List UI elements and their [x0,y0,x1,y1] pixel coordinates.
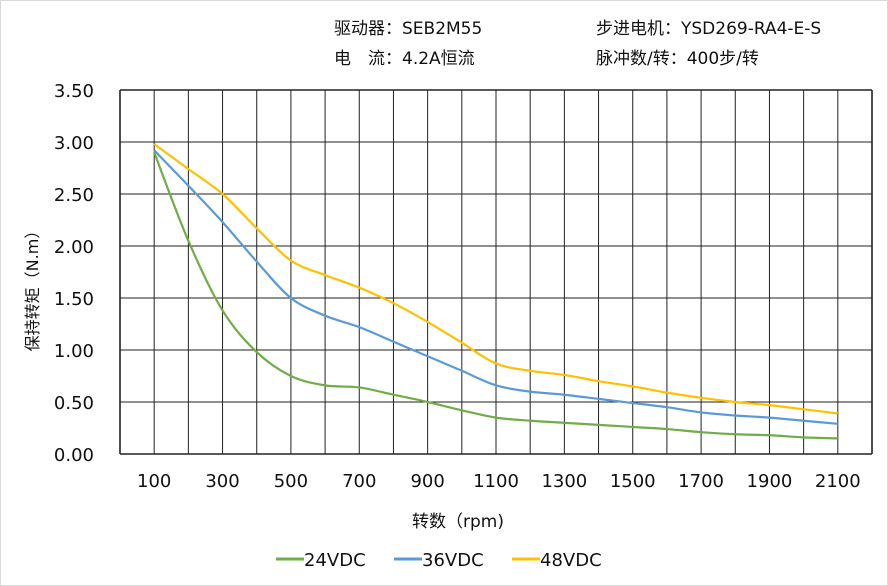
x-ticks: 100 300 500 700 900 1100 1300 1500 1700 1900 2100 [137,471,861,492]
grid [119,89,873,455]
pulses-label: 脉冲数/转：400步/转 [596,49,759,69]
x-tick-label: 1500 [610,471,656,492]
y-axis-label: 保持转矩（N.m） [23,223,42,352]
x-tick-label: 300 [205,471,239,492]
legend-label: 48VDC [540,550,602,571]
y-tick-label: 3.50 [54,81,94,102]
x-tick-label: 900 [410,471,444,492]
y-tick-label: 3.00 [54,133,94,154]
y-tick-label: 0.00 [54,445,94,466]
y-ticks: 0.00 0.50 1.00 1.50 2.00 2.50 3.00 3.50 [54,81,94,466]
x-tick-label: 2100 [815,471,861,492]
x-tick-label: 700 [342,471,376,492]
y-tick-label: 2.50 [54,185,94,206]
legend: 24VDC 36VDC 48VDC [276,550,602,571]
y-tick-label: 1.50 [54,289,94,310]
legend-label: 36VDC [422,550,484,571]
y-tick-label: 0.50 [54,393,94,414]
motor-label: 步进电机：YSD269-RA4-E-S [596,19,822,39]
driver-label: 驱动器：SEB2M55 [334,19,483,39]
x-tick-label: 1300 [541,471,587,492]
x-tick-label: 1700 [678,471,724,492]
x-tick-label: 500 [274,471,308,492]
x-tick-label: 1100 [473,471,519,492]
series-line-24VDC [153,152,838,440]
x-axis-label: 转数（rpm) [412,512,504,532]
x-tick-label: 1900 [747,471,793,492]
legend-label: 24VDC [304,550,366,571]
y-tick-label: 2.00 [54,237,94,258]
x-tick-label: 100 [137,471,171,492]
y-tick-label: 1.00 [54,341,94,362]
current-label: 电 流：4.2A恒流 [334,49,475,69]
series-lines [153,143,838,440]
